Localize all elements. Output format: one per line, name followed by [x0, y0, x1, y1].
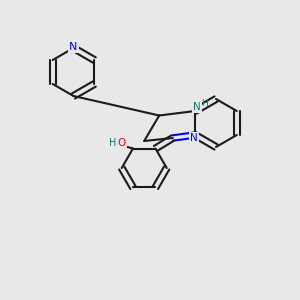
Text: H: H — [109, 137, 117, 148]
Text: N: N — [190, 133, 198, 143]
Text: O: O — [118, 137, 126, 148]
Text: N: N — [193, 102, 201, 112]
Text: H: H — [201, 99, 208, 108]
Text: N: N — [69, 41, 78, 52]
